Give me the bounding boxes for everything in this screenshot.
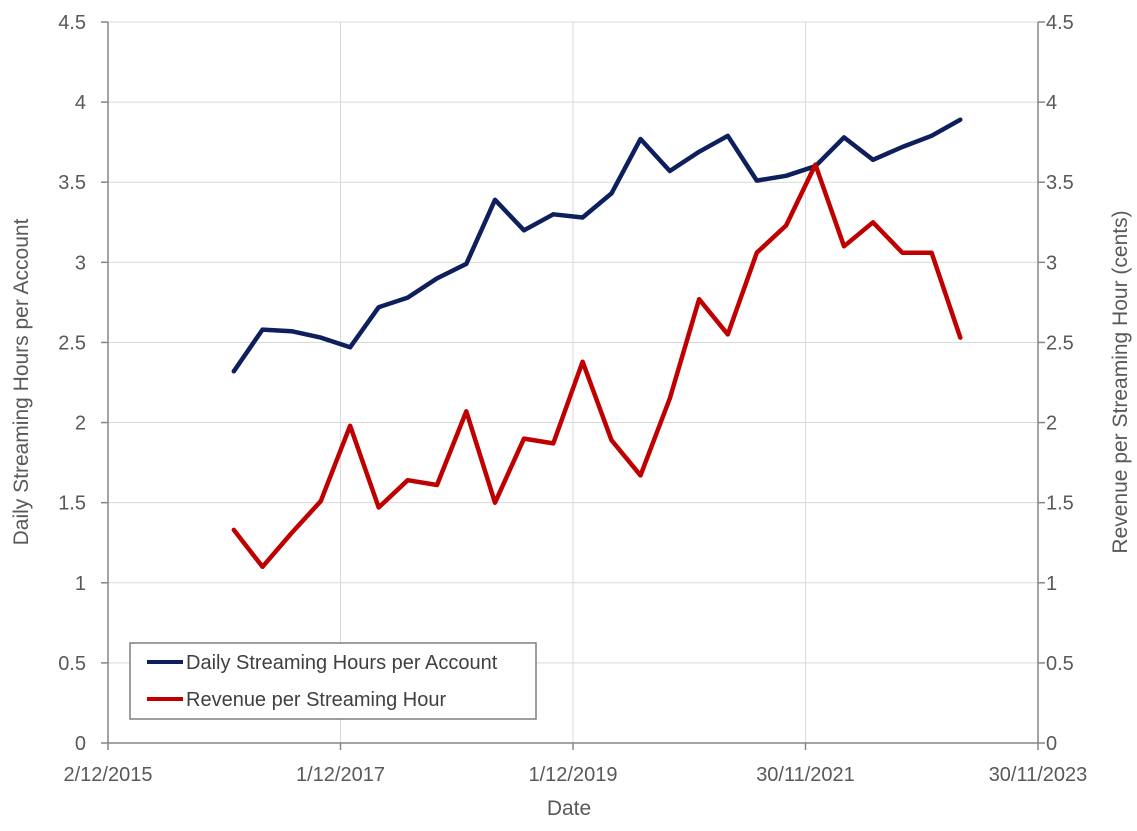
y-tick-label: 2.5 bbox=[58, 332, 86, 354]
y2-axis-title: Revenue per Streaming Hour (cents) bbox=[1109, 210, 1132, 553]
x-tick-label: 2/12/2015 bbox=[64, 764, 153, 786]
gridlines bbox=[108, 21, 1038, 743]
y2-tick-label: 3.5 bbox=[1046, 172, 1074, 194]
y-tick-label: 1.5 bbox=[58, 493, 86, 515]
x-axis-title: Date bbox=[547, 797, 591, 820]
series-line-revenue bbox=[231, 162, 963, 570]
y-tick-label: 0 bbox=[75, 733, 86, 755]
y2-tick-label: 1 bbox=[1046, 573, 1057, 595]
y-tick-label: 4.5 bbox=[58, 12, 86, 34]
x-tick-label: 30/11/2023 bbox=[989, 764, 1088, 786]
y2-tick-label: 4 bbox=[1046, 92, 1057, 114]
series-line-daily-hours bbox=[231, 117, 963, 374]
y-tick-label: 3.5 bbox=[58, 172, 86, 194]
legend: Daily Streaming Hours per Account Revenu… bbox=[129, 642, 537, 720]
legend-box bbox=[129, 642, 537, 720]
legend-label-revenue: Revenue per Streaming Hour bbox=[186, 689, 446, 711]
y2-tick-label: 1.5 bbox=[1046, 493, 1074, 515]
x-tick-label: 1/12/2019 bbox=[529, 764, 618, 786]
y2-tick-label: 0.5 bbox=[1046, 653, 1074, 675]
x-tick-label: 1/12/2017 bbox=[296, 764, 385, 786]
y2-tick-label: 4.5 bbox=[1046, 12, 1074, 34]
axes bbox=[101, 21, 1045, 750]
x-tick-label: 30/11/2021 bbox=[756, 764, 855, 786]
y2-tick-label: 2 bbox=[1046, 413, 1057, 435]
y2-tick-label: 2.5 bbox=[1046, 332, 1074, 354]
legend-label-daily-hours: Daily Streaming Hours per Account bbox=[186, 652, 498, 674]
y-axis-title: Daily Streaming Hours per Account bbox=[10, 218, 33, 545]
y-tick-label: 0.5 bbox=[58, 653, 86, 675]
y2-tick-label: 0 bbox=[1046, 733, 1057, 755]
y-tick-label: 1 bbox=[75, 573, 86, 595]
y-tick-label: 2 bbox=[75, 413, 86, 435]
tick-labels: 0 0.5 1 1.5 2 2.5 3 3.5 4 4.5 0 0.5 1 1.5 2 2.5 3 3.5 4 4.5… bbox=[58, 12, 1087, 786]
y-tick-label: 3 bbox=[75, 252, 86, 274]
series-lines bbox=[231, 117, 963, 570]
y-tick-label: 4 bbox=[75, 92, 86, 114]
y2-tick-label: 3 bbox=[1046, 252, 1057, 274]
